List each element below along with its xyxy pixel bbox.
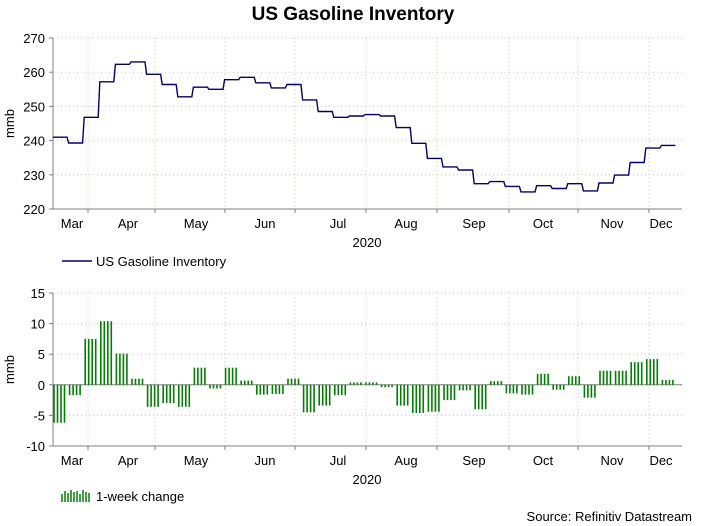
x-tick-label: Jun	[255, 216, 276, 231]
x-tick-label: Dec	[649, 453, 673, 468]
x-tick-label: Sep	[462, 453, 485, 468]
x-tick-label: Aug	[394, 216, 417, 231]
y-axis-label: mmb	[2, 109, 17, 138]
chart-title: US Gasoline Inventory	[251, 4, 455, 25]
bar	[53, 384, 66, 423]
x-tick-label: Aug	[394, 453, 417, 468]
bar	[131, 378, 144, 385]
bar	[567, 376, 581, 385]
y-tick-label: 270	[23, 31, 45, 46]
inventory-line-chart: 220 230 240 250 260 270 Mar Apr May Jun Jul Aug Sep O…	[2, 31, 682, 269]
x-tick-label: Nov	[600, 216, 624, 231]
bar	[630, 362, 643, 385]
x-tick-label: Sep	[462, 216, 485, 231]
y-tick-label: 230	[23, 168, 45, 183]
x-tick-label: Apr	[118, 216, 139, 231]
bar	[333, 384, 347, 396]
x-axis-label: 2020	[353, 235, 382, 250]
bar	[474, 384, 487, 410]
x-tick-label: Mar	[61, 216, 84, 231]
x-tick-label: Jul	[330, 216, 347, 231]
bar	[411, 384, 425, 413]
bar	[365, 382, 378, 385]
x-tick-label: Oct	[533, 453, 554, 468]
x-tick-label: Apr	[118, 453, 139, 468]
bar	[614, 370, 627, 385]
bar	[146, 384, 159, 407]
y-tick-label: 240	[23, 134, 45, 149]
y-tick-label: -10	[26, 439, 45, 454]
y-axis-label: mmb	[2, 355, 17, 384]
bar	[240, 380, 253, 385]
bar	[100, 321, 113, 385]
x-tick-label: Oct	[533, 216, 554, 231]
bar	[209, 384, 222, 389]
source-note: Source: Refinitiv Datastream	[526, 509, 692, 524]
bar	[115, 353, 128, 385]
x-tick-label: Mar	[61, 453, 84, 468]
bar	[521, 384, 534, 395]
y-tick-label: -5	[33, 408, 45, 423]
bar	[489, 381, 503, 385]
y-tick-label: 10	[31, 317, 45, 332]
bar	[599, 370, 612, 385]
bar	[318, 384, 331, 406]
legend-swatch-bars	[61, 490, 90, 502]
bar	[396, 384, 409, 406]
y-tick-label: 220	[23, 202, 45, 217]
bar	[302, 384, 315, 413]
x-tick-label: Jun	[255, 453, 276, 468]
bar	[271, 384, 284, 394]
bar	[380, 384, 393, 388]
bar	[536, 373, 549, 385]
bar	[645, 359, 659, 385]
bar	[661, 379, 674, 385]
y-tick-label: 0	[38, 378, 45, 393]
y-tick-label: 5	[38, 347, 45, 362]
x-tick-label: Jul	[330, 453, 347, 468]
bar	[178, 384, 191, 407]
bar	[255, 384, 269, 395]
x-tick-label: Nov	[600, 453, 624, 468]
bar	[583, 384, 596, 398]
y-tick-label: 250	[23, 99, 45, 114]
bar	[287, 378, 300, 385]
bar	[224, 367, 237, 385]
bar	[458, 384, 471, 391]
legend-label: 1-week change	[96, 489, 184, 504]
bar	[68, 384, 81, 396]
legend-label: US Gasoline Inventory	[96, 254, 227, 269]
bar	[505, 384, 518, 394]
bar	[193, 367, 206, 385]
y-tick-label: 260	[23, 65, 45, 80]
bar	[162, 384, 175, 404]
x-tick-label: May	[184, 453, 209, 468]
bar	[427, 384, 440, 412]
y-tick-label: 15	[31, 286, 45, 301]
bar	[349, 382, 362, 385]
x-axis-label: 2020	[353, 472, 382, 487]
bar	[443, 384, 456, 401]
weekly-change-bar-chart: -10 -5 0 5 10 15 Mar Apr May Jun Jul Aug Sep Oct Nov De…	[2, 286, 682, 504]
bar	[552, 384, 565, 390]
bar	[84, 338, 97, 385]
x-tick-label: Dec	[649, 216, 673, 231]
x-tick-label: May	[184, 216, 209, 231]
series-line-us-gasoline-inventory	[53, 61, 676, 193]
